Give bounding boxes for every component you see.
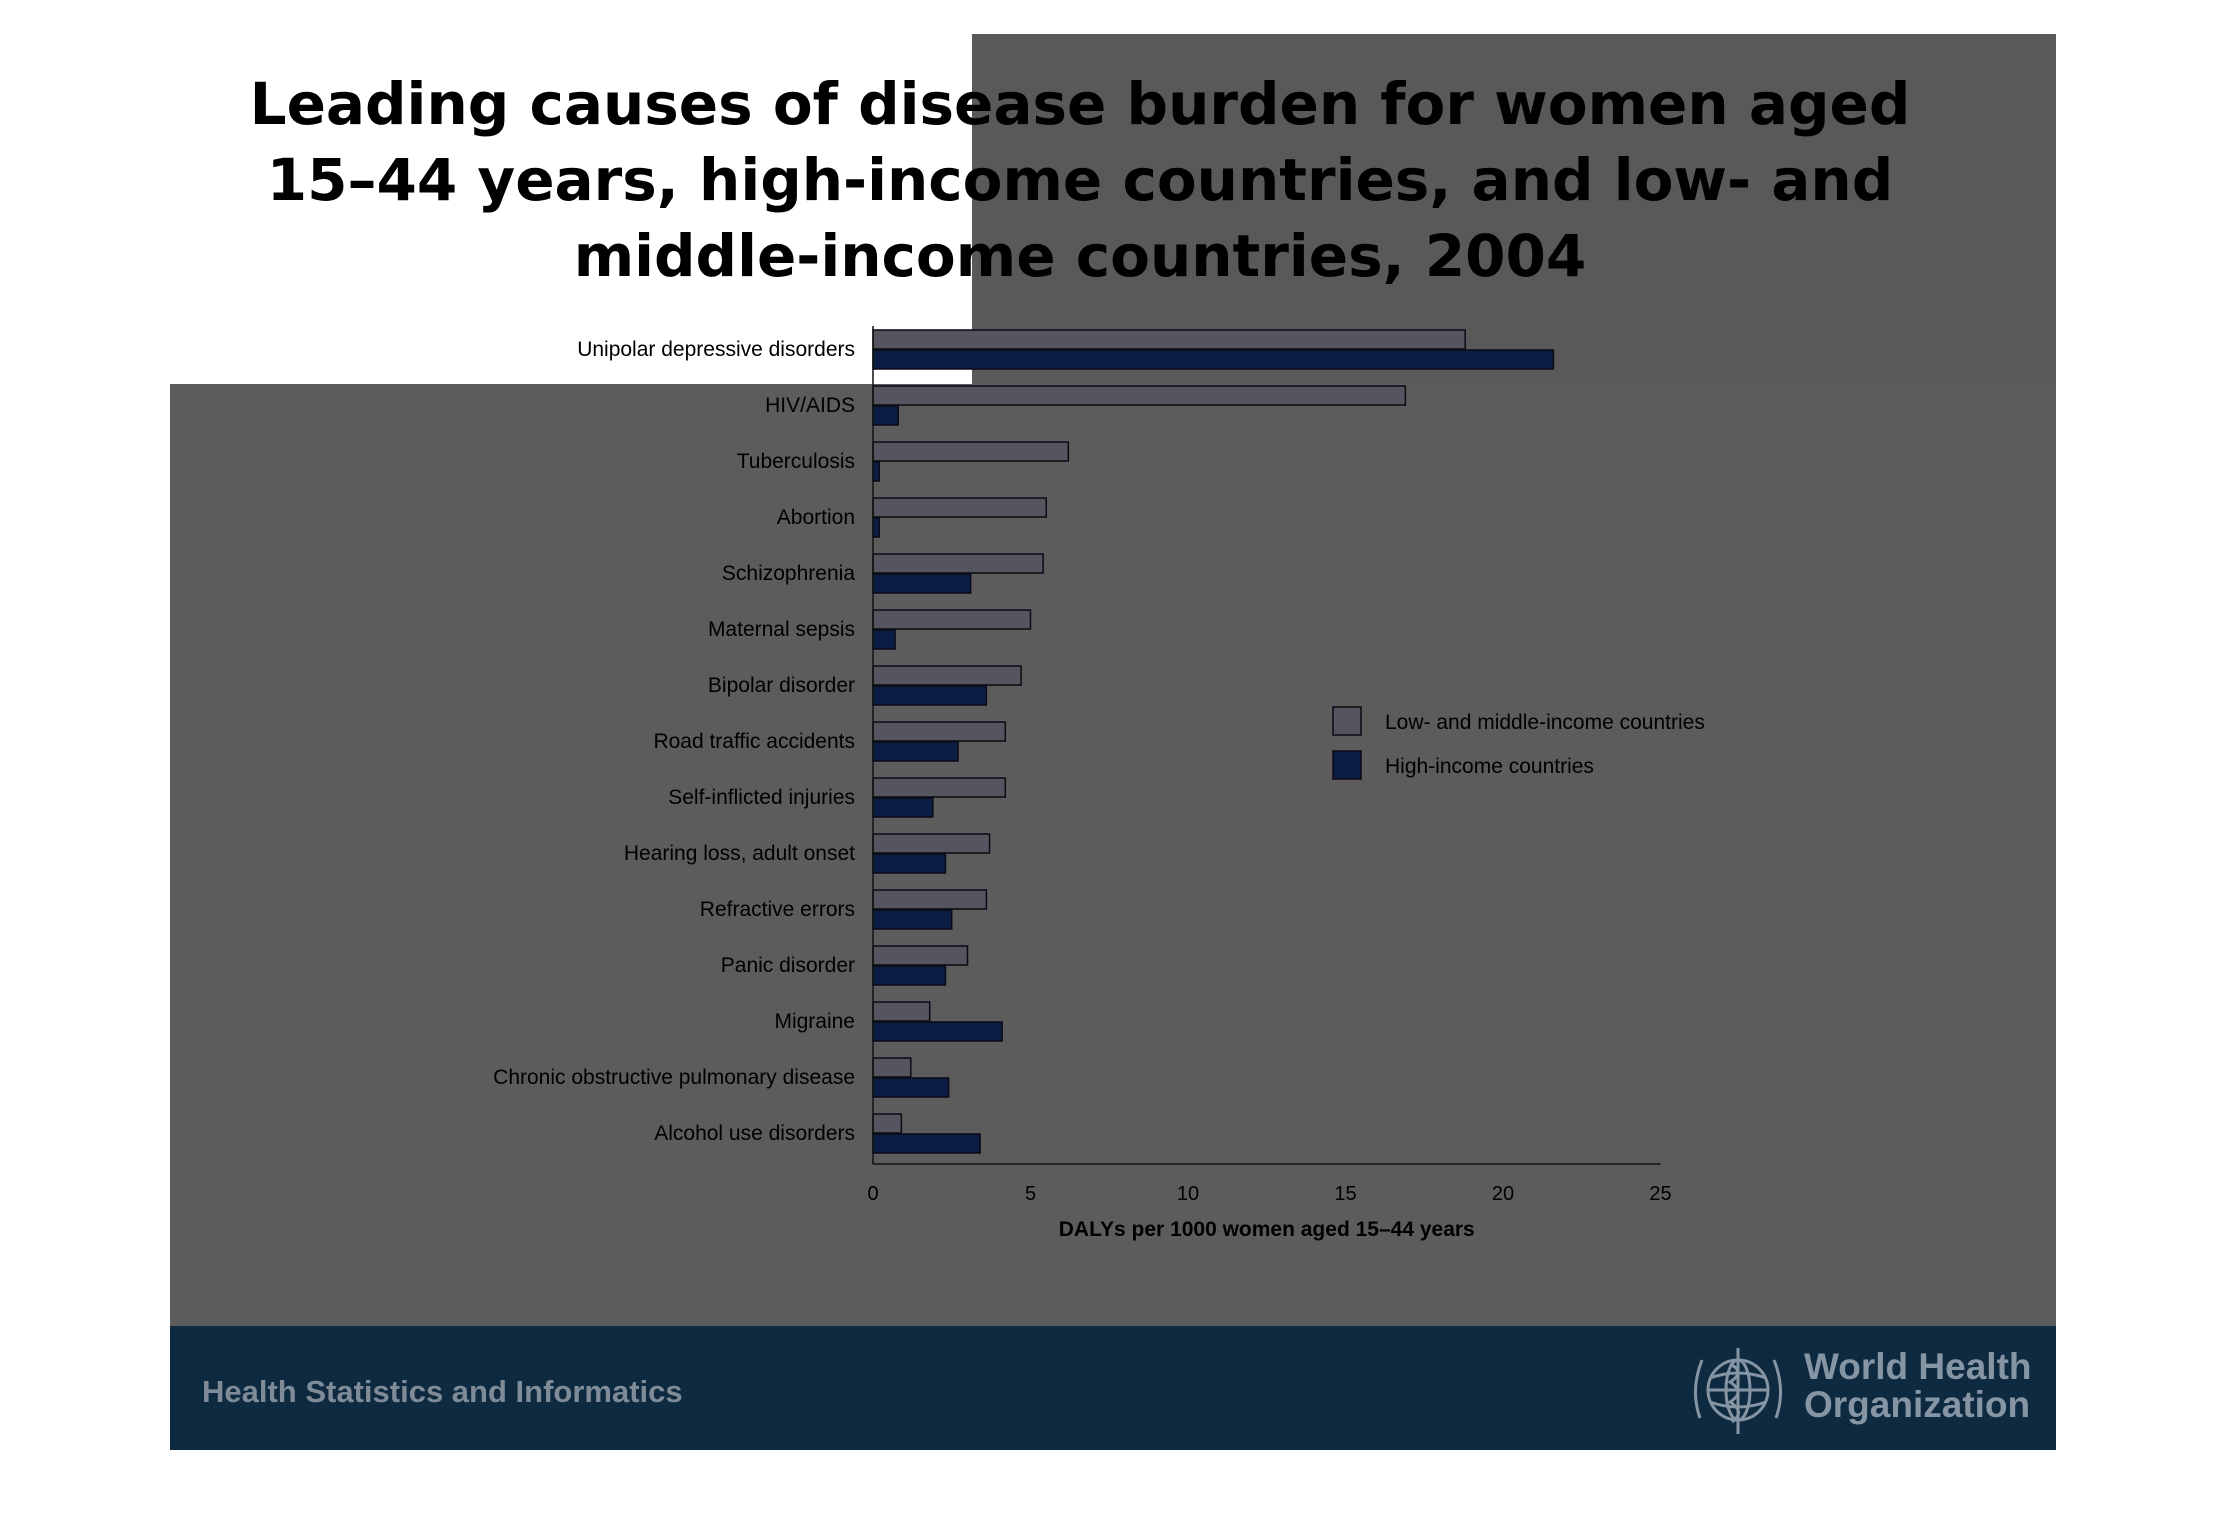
- category-label: HIV/AIDS: [765, 394, 855, 417]
- organization-name-line1: World Health: [1804, 1346, 2032, 1387]
- bar-low-middle-2: [872, 385, 1407, 406]
- bar-low-middle-1: [872, 329, 1466, 350]
- bar-low-middle-14: [872, 1057, 912, 1078]
- legend-label-1: Low- and middle-income countries: [1385, 711, 1705, 734]
- category-label: Chronic obstructive pulmonary disease: [493, 1066, 855, 1089]
- page-title: Leading causes of disease burden for wom…: [249, 70, 1911, 290]
- bar-high-10: [872, 853, 947, 874]
- bar-high-13: [872, 1021, 1003, 1042]
- dark-header-panel: [972, 34, 2056, 384]
- bar-high-5: [872, 573, 972, 594]
- bar-high-14: [872, 1077, 950, 1098]
- organization-name-line2: Organization: [1804, 1384, 2031, 1425]
- bar-low-middle-5: [872, 553, 1044, 574]
- category-label: Refractive errors: [700, 898, 855, 921]
- x-tick-label: 15: [1334, 1183, 1356, 1205]
- who-emblem-icon: [1694, 1348, 1782, 1434]
- footer-bar: Health Statistics and Informatics World …: [170, 1326, 2056, 1450]
- bar-low-middle-9: [872, 777, 1007, 798]
- bar-high-11: [872, 909, 953, 930]
- x-tick-label: 0: [867, 1183, 878, 1205]
- x-tick-label: 10: [1177, 1183, 1199, 1205]
- category-label: Migraine: [774, 1010, 855, 1033]
- x-axis-label: DALYs per 1000 women aged 15–44 years: [1059, 1218, 1475, 1241]
- legend-swatch-2: [1332, 750, 1362, 780]
- bar-low-middle-6: [872, 609, 1032, 630]
- bar-low-middle-13: [872, 1001, 931, 1022]
- x-tick-label: 20: [1492, 1183, 1514, 1205]
- bar-high-2: [872, 405, 899, 426]
- bar-low-middle-8: [872, 721, 1007, 742]
- category-label: Bipolar disorder: [708, 674, 855, 697]
- category-label: Schizophrenia: [722, 562, 855, 585]
- category-label: Hearing loss, adult onset: [624, 842, 855, 865]
- legend-label-2: High-income countries: [1385, 755, 1594, 778]
- bar-high-3: [872, 461, 881, 482]
- category-label: Road traffic accidents: [653, 730, 855, 753]
- category-label: Self-inflicted injuries: [668, 786, 855, 809]
- organization-name: World Health Organization: [1804, 1348, 2032, 1424]
- bar-high-9: [872, 797, 934, 818]
- bar-low-middle-11: [872, 889, 988, 910]
- bar-low-middle-10: [872, 833, 991, 854]
- bar-low-middle-3: [872, 441, 1070, 462]
- bar-high-1: [872, 349, 1555, 370]
- category-label: Tuberculosis: [737, 450, 855, 473]
- bar-high-4: [872, 517, 881, 538]
- bar-high-6: [872, 629, 896, 650]
- x-tick-label: 25: [1649, 1183, 1671, 1205]
- category-label: Alcohol use disorders: [654, 1122, 855, 1145]
- footer-label: Health Statistics and Informatics: [202, 1374, 683, 1409]
- category-label: Abortion: [777, 506, 855, 529]
- bar-low-middle-12: [872, 945, 969, 966]
- category-label: Unipolar depressive disorders: [577, 338, 855, 361]
- bar-high-7: [872, 685, 988, 706]
- bar-low-middle-15: [872, 1113, 903, 1134]
- bar-high-15: [872, 1133, 981, 1154]
- category-label: Panic disorder: [721, 954, 855, 977]
- x-tick-label: 5: [1025, 1183, 1036, 1205]
- category-label: Maternal sepsis: [708, 618, 855, 641]
- bar-low-middle-4: [872, 497, 1047, 518]
- legend-swatch-1: [1332, 706, 1362, 736]
- white-header-panel: [170, 34, 972, 384]
- bar-low-middle-7: [872, 665, 1022, 686]
- bar-high-12: [872, 965, 947, 986]
- bar-high-8: [872, 741, 959, 762]
